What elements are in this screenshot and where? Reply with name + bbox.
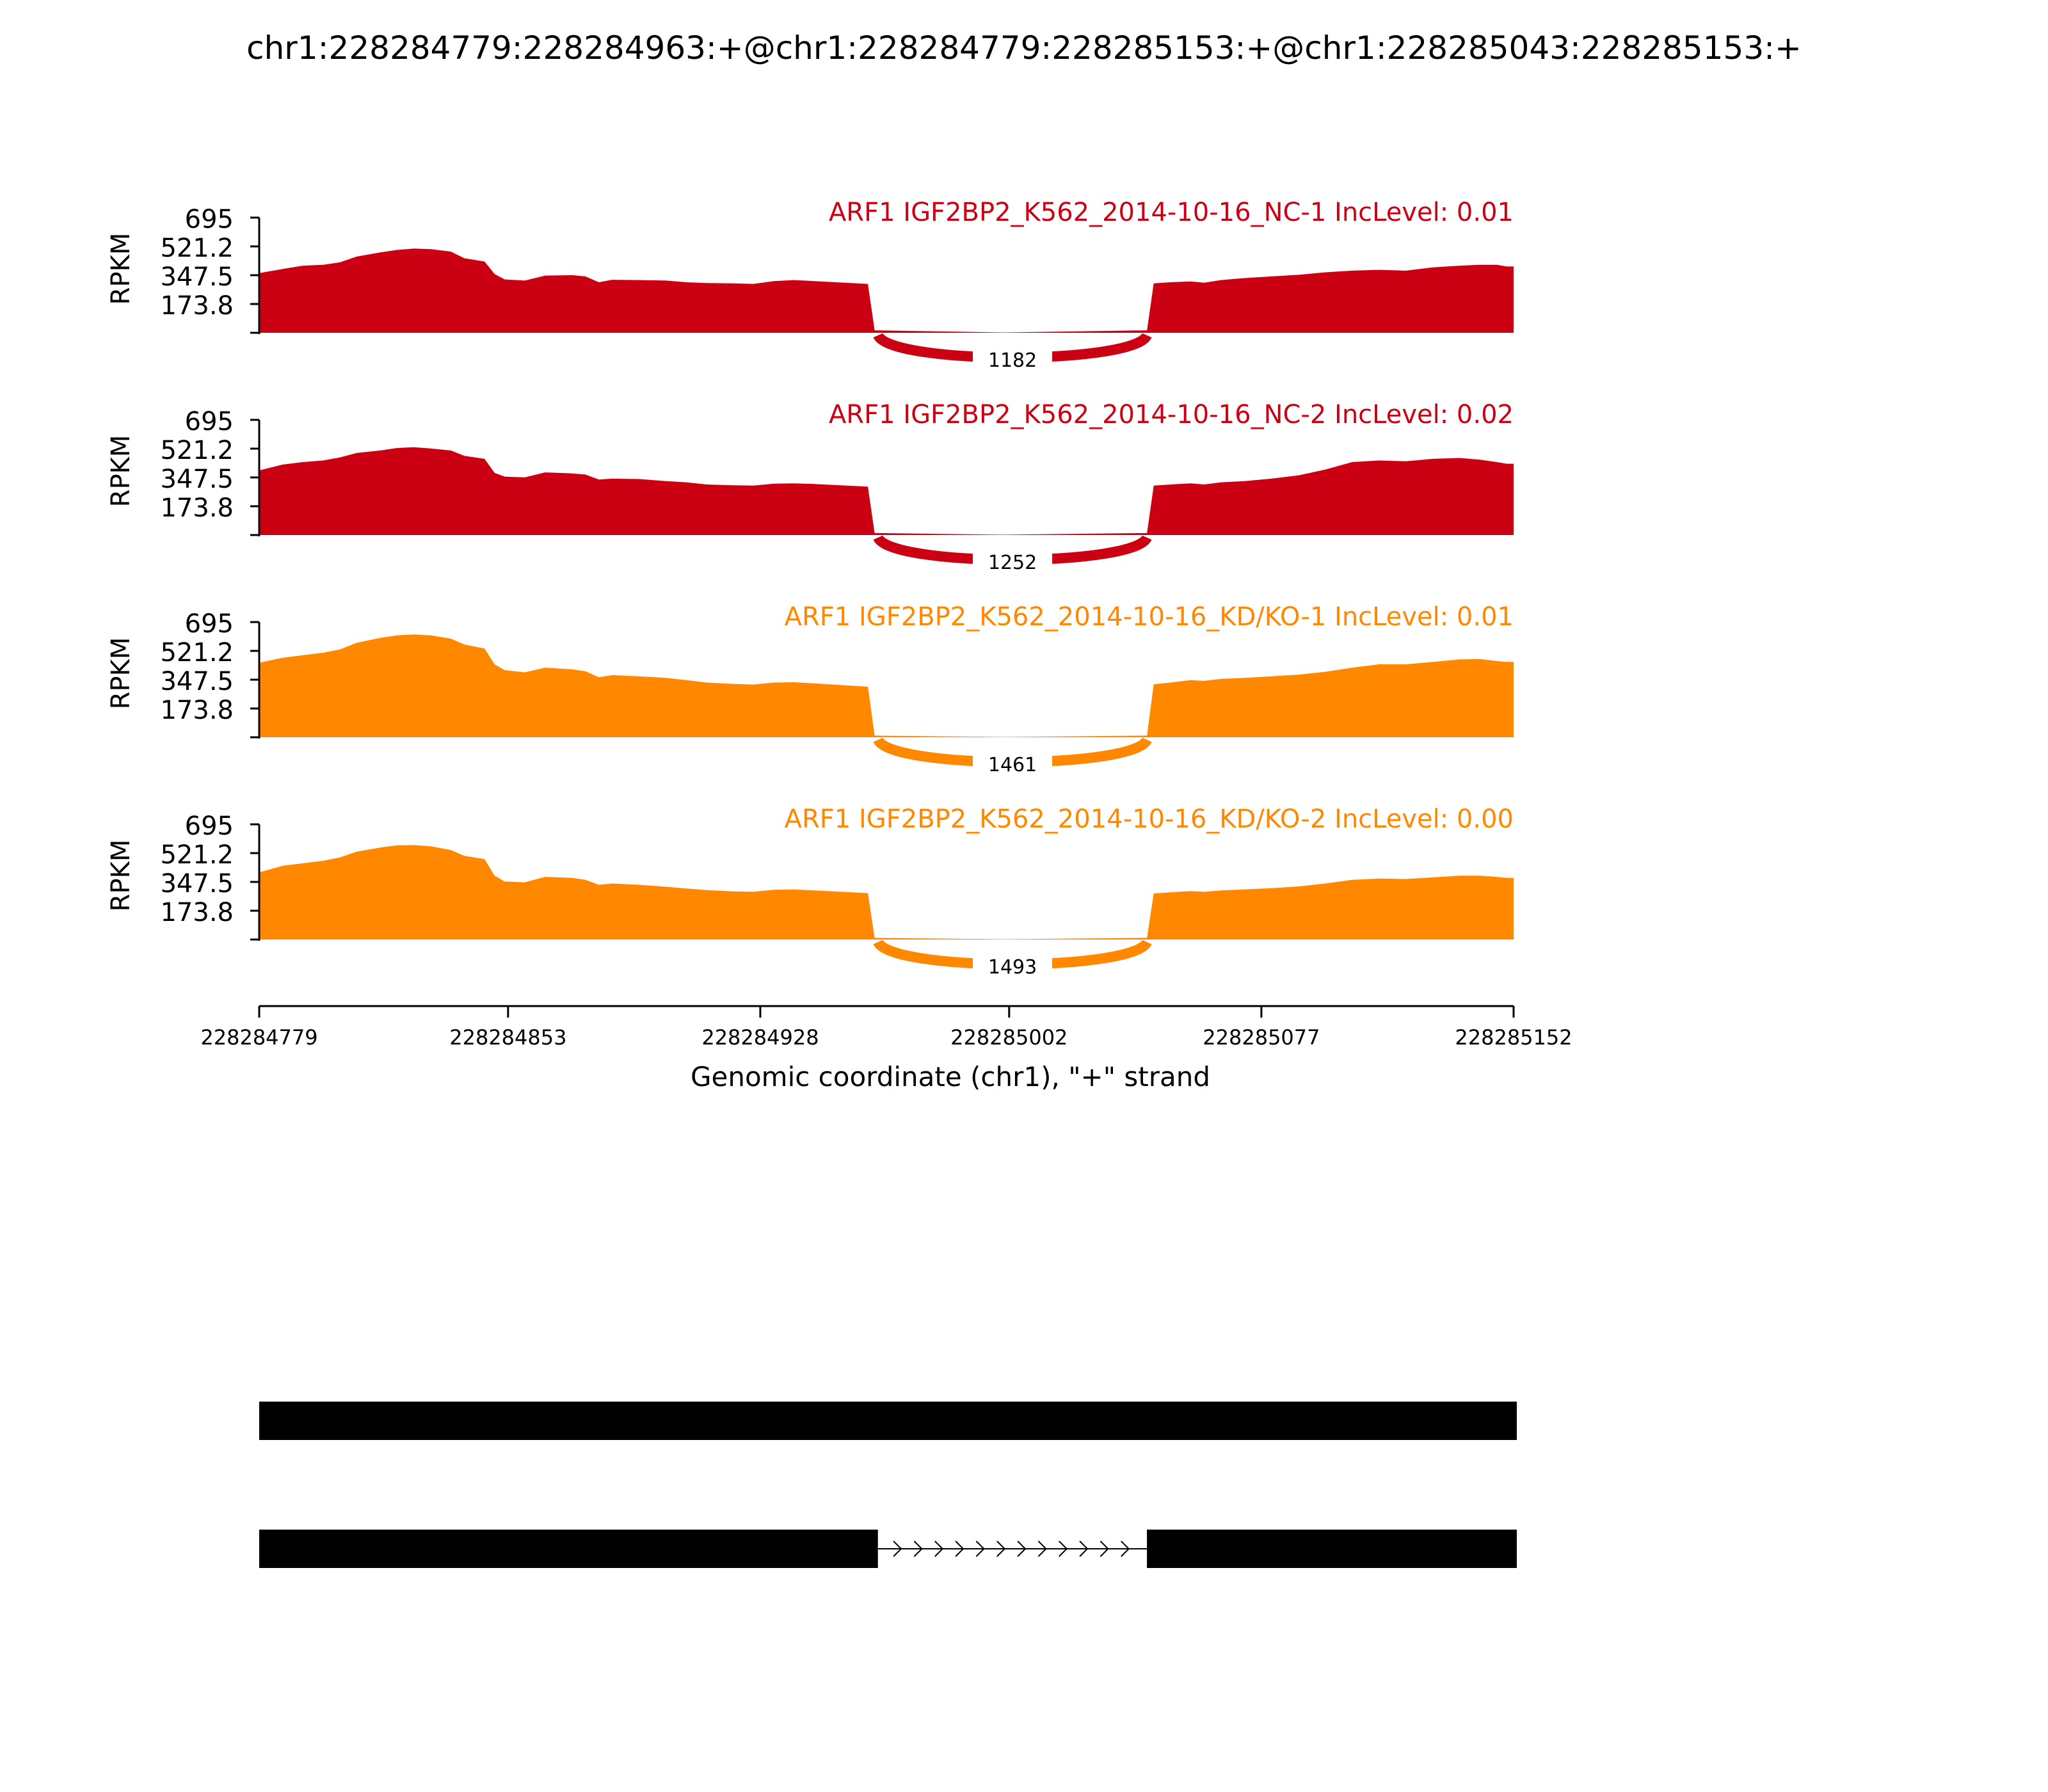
y-axis-label: RPKM xyxy=(106,840,136,912)
junction-read-count: 1182 xyxy=(988,349,1037,372)
exon xyxy=(1147,1530,1517,1568)
y-tick-label: 173.8 xyxy=(160,493,234,523)
y-tick-label: 347.5 xyxy=(160,262,234,292)
intron-strand-arrow xyxy=(955,1540,964,1557)
intron-strand-arrow xyxy=(1079,1540,1089,1557)
junction-label-background xyxy=(973,344,1053,371)
x-tick-label: 228284779 xyxy=(200,1025,317,1050)
intron-strand-arrow xyxy=(1017,1540,1027,1557)
x-tick-label: 228285152 xyxy=(1455,1025,1572,1050)
y-tick-label: 695 xyxy=(185,407,234,436)
intron-strand-arrow xyxy=(975,1540,985,1557)
y-tick-label: 695 xyxy=(185,205,234,234)
junction-label-background xyxy=(973,951,1053,978)
intron-strand-arrow xyxy=(1121,1540,1130,1557)
junction-read-count: 1252 xyxy=(988,552,1037,574)
coverage-area xyxy=(259,447,1514,535)
y-tick-label: 521.2 xyxy=(160,234,234,263)
intron-strand-arrow xyxy=(1059,1540,1068,1557)
exon xyxy=(259,1402,1517,1440)
intron-strand-arrow xyxy=(1100,1540,1109,1557)
track-title: ARF1 IGF2BP2_K562_2014-10-16_KD/KO-1 Inc… xyxy=(785,602,1514,632)
x-axis: 228284779 228284853 228284928 228285002 2282… xyxy=(200,1005,1572,1092)
x-axis-label: Genomic coordinate (chr1), "+" strand xyxy=(691,1061,1210,1092)
intron-strand-arrow xyxy=(1037,1540,1047,1557)
y-axis-label: RPKM xyxy=(106,637,136,710)
y-tick-label: 521.2 xyxy=(160,436,234,465)
y-tick-label: 347.5 xyxy=(160,869,234,899)
figure-title: chr1:228284779:228284963:+@chr1:22828477… xyxy=(246,29,1802,67)
y-axis-label: RPKM xyxy=(106,435,136,508)
junction-label-background xyxy=(973,749,1053,776)
y-tick-label: 347.5 xyxy=(160,465,234,494)
y-tick-label: 173.8 xyxy=(160,898,234,927)
intron-strand-arrow xyxy=(893,1540,902,1557)
coverage-area xyxy=(259,845,1514,940)
track-title: ARF1 IGF2BP2_K562_2014-10-16_NC-2 IncLev… xyxy=(829,400,1514,429)
y-tick-label: 173.8 xyxy=(160,696,234,725)
y-tick-label: 521.2 xyxy=(160,840,234,870)
x-tick-label: 228284853 xyxy=(449,1025,566,1050)
isoform-structures xyxy=(259,1402,1517,1568)
y-tick-label: 695 xyxy=(185,609,234,639)
y-tick-label: 173.8 xyxy=(160,291,234,321)
coverage-area xyxy=(259,248,1514,333)
x-tick-label: 228285077 xyxy=(1203,1025,1320,1050)
junction-read-count: 1461 xyxy=(988,754,1037,776)
isoform-1 xyxy=(259,1402,1517,1440)
y-tick-label: 695 xyxy=(185,812,234,841)
intron-strand-arrow xyxy=(996,1540,1006,1557)
x-tick-label: 228284928 xyxy=(701,1025,819,1050)
y-tick-label: 521.2 xyxy=(160,638,234,668)
intron-strand-arrow xyxy=(934,1540,944,1557)
intron-strand-arrow xyxy=(913,1540,923,1557)
junction-read-count: 1493 xyxy=(988,956,1037,979)
coverage-area xyxy=(259,634,1514,737)
x-tick-label: 228285002 xyxy=(950,1025,1068,1050)
track-title: ARF1 IGF2BP2_K562_2014-10-16_NC-1 IncLev… xyxy=(829,198,1514,227)
y-axis-label: RPKM xyxy=(106,233,136,305)
track-title: ARF1 IGF2BP2_K562_2014-10-16_KD/KO-2 Inc… xyxy=(785,804,1514,834)
junction-label-background xyxy=(973,547,1053,573)
exon xyxy=(259,1530,878,1568)
isoform-2 xyxy=(259,1530,1517,1568)
y-tick-label: 347.5 xyxy=(160,667,234,696)
